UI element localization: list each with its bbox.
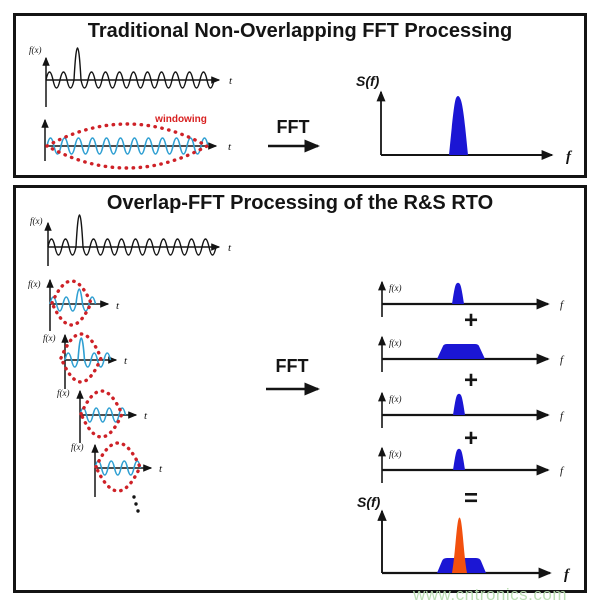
- panel-overlap-fft: Overlap-FFT Processing of the R&S RTO: [13, 185, 587, 593]
- watermark: www.cntronics.com: [413, 585, 567, 604]
- panel-traditional-fft: Traditional Non-Overlapping FFT Processi…: [13, 13, 587, 178]
- panel1-title: Traditional Non-Overlapping FFT Processi…: [87, 20, 513, 42]
- panel2-title: Overlap-FFT Processing of the R&S RTO: [106, 192, 494, 214]
